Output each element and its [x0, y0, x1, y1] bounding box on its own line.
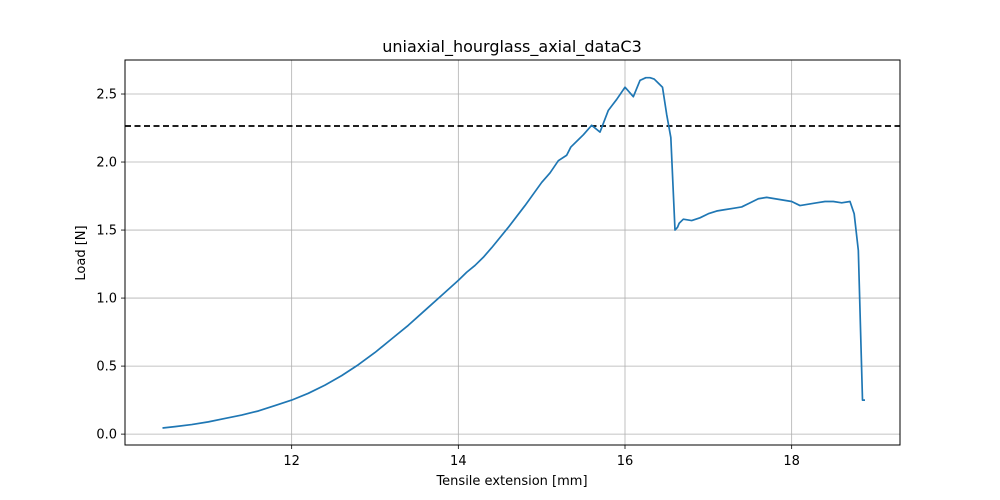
- y-tick-label: 1.5: [96, 224, 117, 239]
- x-tick-label: 14: [450, 454, 467, 469]
- x-tick-label: 12: [283, 454, 300, 469]
- axes-frame: [124, 59, 901, 446]
- y-tick-label: 2.0: [96, 156, 117, 171]
- y-tick-label: 2.5: [96, 88, 117, 103]
- grid: [125, 60, 900, 445]
- y-tick-label: 0.5: [96, 360, 117, 375]
- series-line: [162, 76, 865, 429]
- chart-title: uniaxial_hourglass_axial_dataC3: [382, 37, 642, 57]
- x-tick-label: 18: [783, 454, 800, 469]
- y-tick-label: 0.0: [96, 428, 117, 443]
- y-axis-label: Load [N]: [74, 225, 89, 280]
- plot-area: [125, 76, 900, 429]
- y-tick-label: 1.0: [96, 292, 117, 307]
- ticks: 12 14 16 18 0.0 0.5 1.0 1.5 2.0 2.5: [96, 88, 800, 469]
- x-tick-label: 16: [617, 454, 634, 469]
- x-axis-label: Tensile extension [mm]: [435, 474, 587, 489]
